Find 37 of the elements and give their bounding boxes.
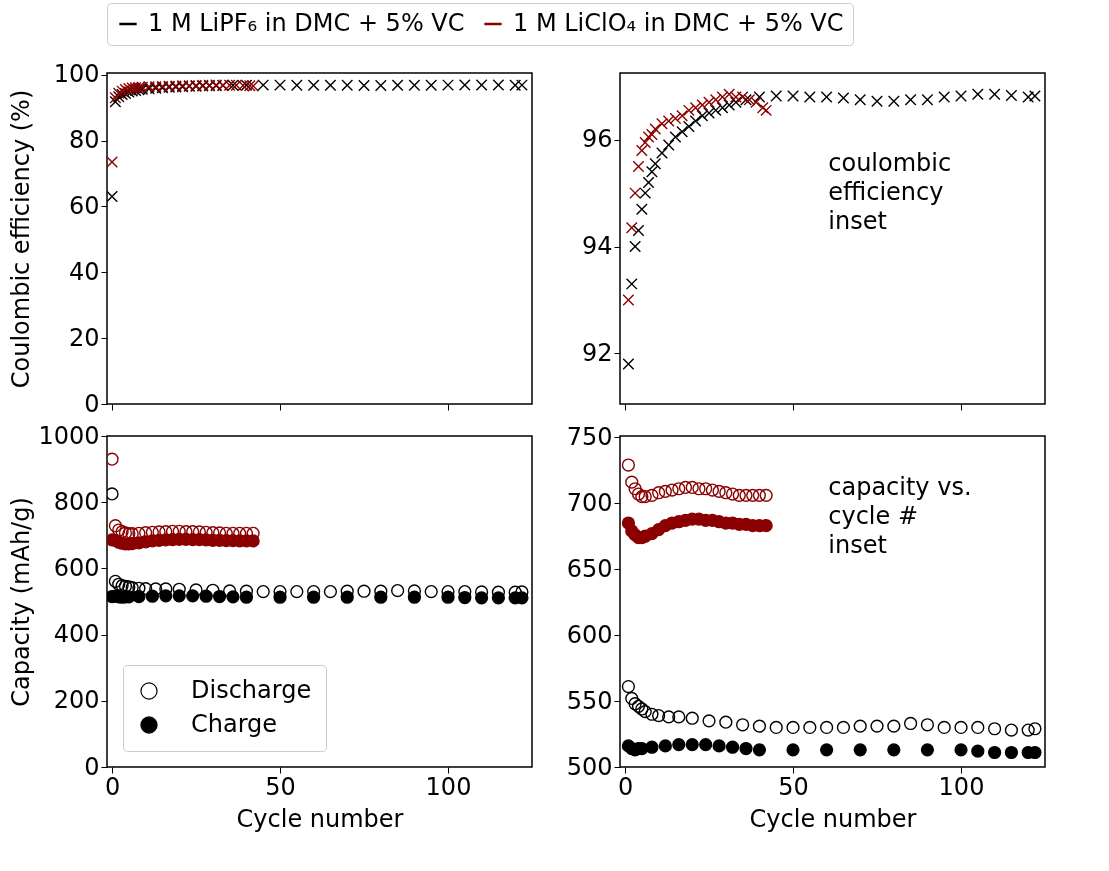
legend-label: Charge bbox=[191, 710, 278, 738]
y-tick-label: 80 bbox=[68, 126, 100, 155]
x-axis-title: Cycle number bbox=[749, 804, 917, 833]
y-tick-label: 100 bbox=[53, 60, 100, 89]
legend-label: 1 M LiClO₄ in DMC + 5% VC bbox=[513, 9, 844, 37]
y-tick-label: 0 bbox=[84, 752, 100, 781]
y-tick-label: 800 bbox=[53, 487, 100, 516]
y-tick-label: 600 bbox=[53, 553, 100, 582]
y-tick-label: 96 bbox=[581, 125, 613, 154]
x-tick-label: 100 bbox=[425, 772, 472, 801]
x-tick-label: 50 bbox=[265, 772, 296, 801]
x-tick-label: 50 bbox=[778, 772, 809, 801]
legend-label: Discharge bbox=[191, 676, 312, 704]
y-tick-label: 400 bbox=[53, 620, 100, 649]
y-tick-label: 92 bbox=[581, 338, 613, 367]
y-axis-title: Coulombic efficiency (%) bbox=[6, 89, 35, 389]
y-tick-label: 20 bbox=[68, 323, 100, 352]
y-tick-label: 200 bbox=[53, 686, 100, 715]
y-tick-label: 600 bbox=[566, 620, 613, 649]
x-axis-title: Cycle number bbox=[236, 804, 404, 833]
y-axis-title: Capacity (mAh/g) bbox=[6, 497, 35, 707]
y-tick-label: 550 bbox=[566, 686, 613, 715]
x-tick-label: 100 bbox=[938, 772, 985, 801]
y-tick-label: 650 bbox=[566, 554, 613, 583]
y-tick-label: 40 bbox=[68, 257, 100, 286]
x-tick-label: 0 bbox=[104, 772, 121, 801]
y-tick-label: 60 bbox=[68, 191, 100, 220]
y-tick-label: 1000 bbox=[38, 421, 100, 450]
y-tick-label: 500 bbox=[566, 752, 613, 781]
y-tick-label: 0 bbox=[84, 389, 100, 418]
annotation: capacity vs. cycle # inset bbox=[828, 472, 972, 559]
y-tick-label: 750 bbox=[566, 422, 613, 451]
y-tick-label: 94 bbox=[581, 232, 613, 261]
annotation: coulombic efficiency inset bbox=[828, 149, 952, 236]
y-tick-label: 700 bbox=[566, 488, 613, 517]
legend-label: 1 M LiPF₆ in DMC + 5% VC bbox=[148, 9, 465, 37]
x-tick-label: 0 bbox=[617, 772, 634, 801]
